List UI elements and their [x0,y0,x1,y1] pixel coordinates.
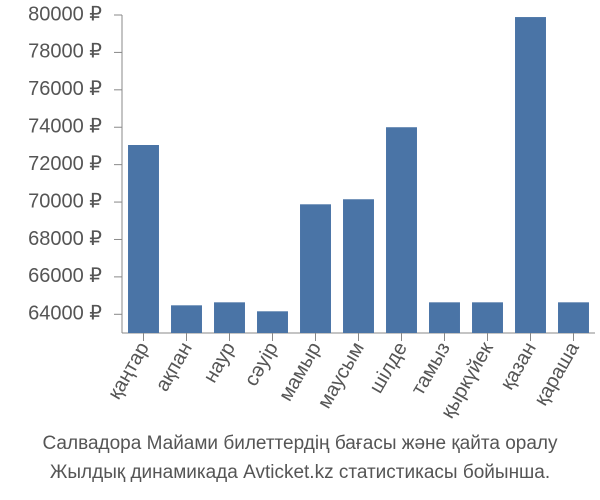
bar [429,302,460,333]
bar [214,302,245,333]
bar [257,311,288,333]
x-tick-label: сәуір [240,339,282,390]
caption-line: Жылдық динамикада Avticket.kz статистика… [50,462,550,483]
bar [472,302,503,333]
x-tick-label: шілде [365,339,412,398]
caption-line: Салвадора Майами билеттердің бағасы және… [42,433,558,454]
x-tick-label: наур [199,339,239,387]
y-tick-label: 76000 ₽ [28,78,102,100]
bar [386,127,417,333]
y-tick-label: 70000 ₽ [28,190,102,212]
x-tick-label: тамыз [407,339,455,400]
bar [300,204,331,333]
bar [343,199,374,333]
y-tick-label: 64000 ₽ [28,303,102,325]
x-tick-label: қаңтар [104,339,154,404]
y-tick-label: 78000 ₽ [28,41,102,63]
bar [171,305,202,333]
bar [558,302,589,333]
y-tick-label: 72000 ₽ [28,153,102,175]
x-tick-label: ақпан [151,339,196,396]
bar [515,17,546,333]
y-tick-label: 68000 ₽ [28,228,102,250]
y-tick-label: 66000 ₽ [28,265,102,287]
y-tick-label: 80000 ₽ [28,3,102,25]
x-tick-label: қазан [496,339,541,394]
bar [128,145,159,333]
y-tick-label: 74000 ₽ [28,116,102,138]
